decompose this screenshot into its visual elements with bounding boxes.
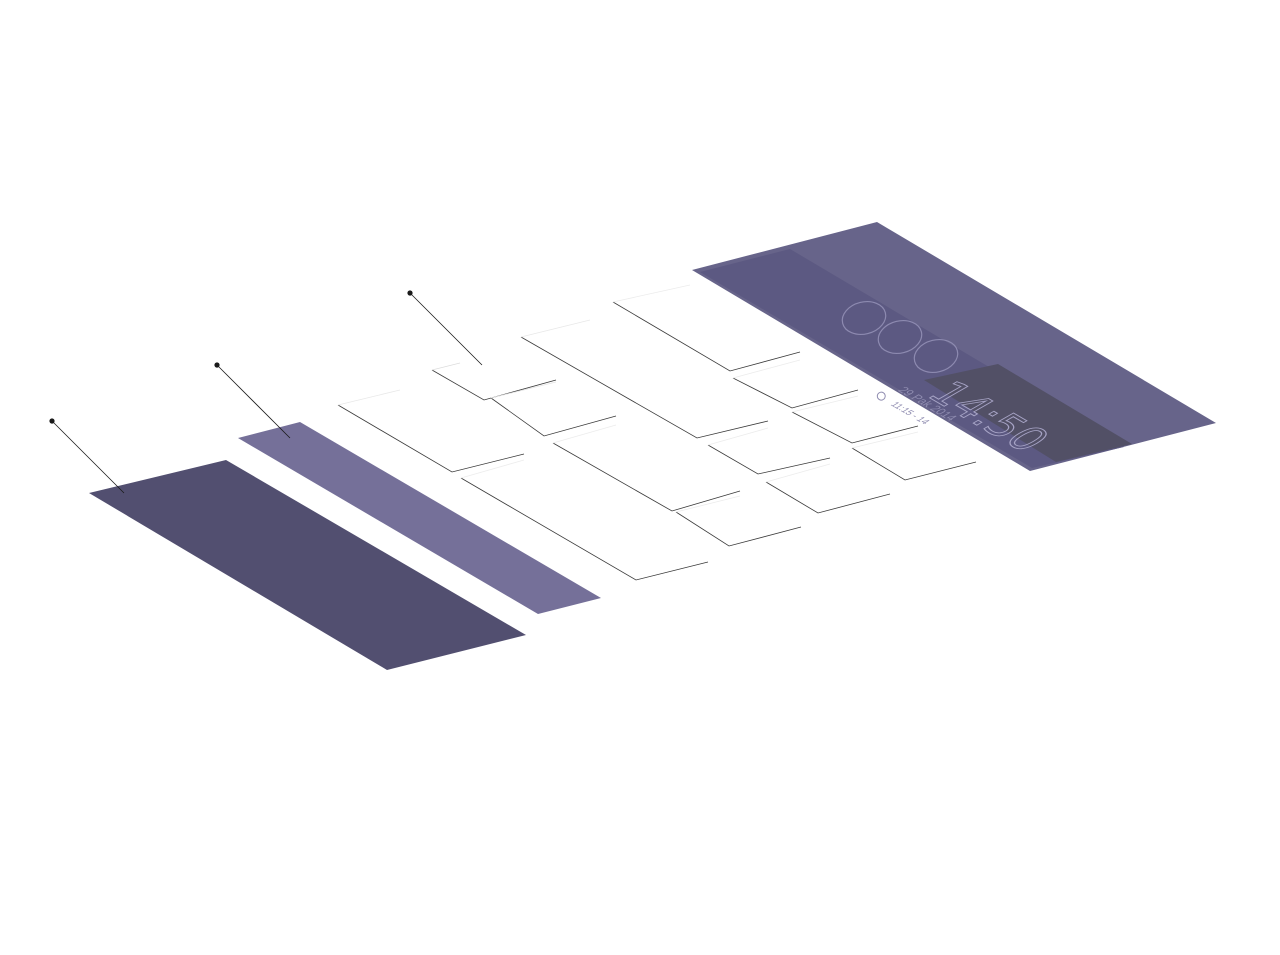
callout-dot	[49, 418, 55, 424]
card	[791, 395, 919, 444]
card	[707, 427, 831, 475]
card	[337, 389, 525, 473]
dial-circle	[841, 300, 887, 336]
dial-circles	[841, 300, 959, 374]
card	[552, 424, 741, 512]
screen-layer: 14:50 29 Pak 2014 11:15 - 14	[692, 222, 1216, 471]
bar-layer	[238, 422, 601, 614]
callout-dot	[407, 290, 413, 296]
callout-dot	[214, 362, 220, 368]
card	[765, 463, 891, 514]
card	[520, 319, 769, 439]
card	[851, 431, 977, 481]
alarm-icon	[876, 391, 886, 401]
callouts	[49, 290, 483, 494]
card	[732, 359, 859, 409]
card-layer	[337, 284, 977, 581]
dial-circle	[913, 338, 959, 374]
screen-footer-block	[924, 364, 1132, 462]
callout-base	[51, 420, 125, 494]
card	[431, 362, 557, 401]
card	[612, 284, 801, 372]
card	[460, 459, 709, 581]
dial-circle	[877, 319, 923, 355]
base-layer	[89, 460, 526, 670]
card	[490, 381, 617, 437]
callout-bar	[216, 364, 291, 439]
callout-cards	[409, 292, 483, 366]
card	[675, 495, 802, 547]
